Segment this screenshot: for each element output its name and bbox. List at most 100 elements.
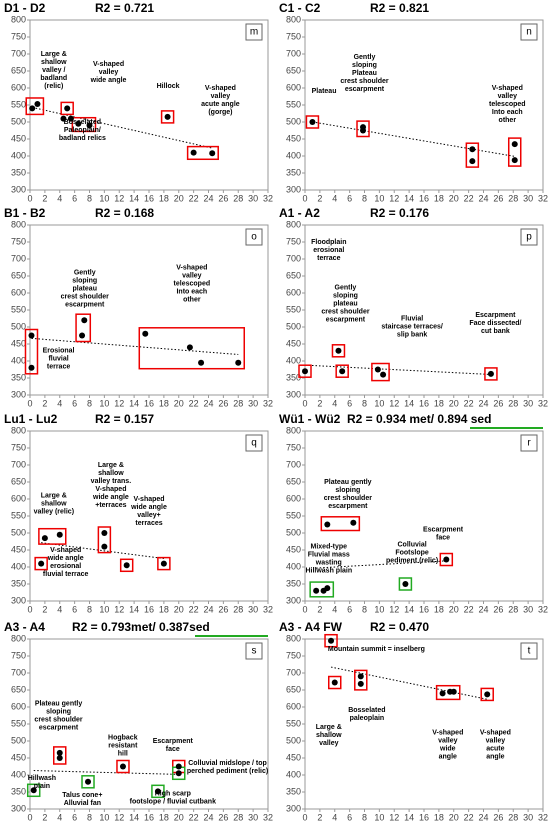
group-box — [75, 313, 92, 343]
annotation: Hillwash plain — [305, 567, 352, 574]
point — [302, 368, 308, 375]
x-tick-label: 0 — [302, 812, 307, 822]
panel-box — [520, 434, 538, 452]
point — [34, 100, 41, 107]
point — [487, 370, 494, 377]
annotation: valley — [182, 272, 202, 279]
group-box — [484, 367, 498, 381]
x-tick-label: 16 — [419, 193, 429, 203]
group-box — [324, 633, 338, 648]
annotation: sloping — [333, 293, 358, 300]
y-tick-label: 750 — [286, 31, 301, 41]
x-tick-label: 30 — [248, 812, 258, 822]
x-tick-label: 10 — [374, 604, 384, 614]
point — [328, 637, 335, 644]
y-tick-label: 700 — [11, 459, 26, 469]
point — [331, 679, 338, 686]
annotation: pediment (relic) — [386, 558, 438, 565]
point — [86, 122, 93, 129]
annotation: Plateau gently — [324, 479, 372, 486]
annotation: V-shaped — [492, 85, 523, 92]
annotation: V-shaped — [50, 547, 81, 554]
annotation: valley / — [42, 67, 65, 74]
annotation: Mixed-type — [311, 543, 348, 550]
annotation: face — [166, 746, 180, 753]
y-tick-label: 550 — [286, 304, 301, 314]
annotation: V-shaped — [95, 486, 126, 493]
annotation: shallow — [316, 732, 342, 739]
group-box — [24, 328, 39, 375]
x-tick-label: 24 — [203, 812, 213, 822]
panel-label: q — [251, 438, 257, 449]
y-tick-label: 550 — [286, 718, 301, 728]
point — [360, 127, 367, 134]
group-box — [138, 327, 245, 370]
x-tick-label: 2 — [42, 812, 47, 822]
x-tick-label: 22 — [464, 193, 474, 203]
chart-title: Lu1 - Lu2 — [4, 412, 58, 426]
annotation: High scarp — [155, 791, 191, 798]
x-tick-label: 12 — [389, 398, 399, 408]
y-tick-label: 800 — [286, 14, 301, 24]
x-tick-label: 6 — [72, 398, 77, 408]
y-tick-label: 550 — [286, 99, 301, 109]
y-tick-label: 300 — [286, 595, 301, 605]
annotation: wide angle — [92, 494, 129, 501]
group-box — [60, 101, 74, 116]
x-tick-label: 6 — [72, 604, 77, 614]
x-tick-label: 12 — [389, 193, 399, 203]
group-box — [97, 526, 112, 554]
annotation: wasting — [315, 559, 342, 566]
y-tick-label: 500 — [286, 527, 301, 537]
chart-title: A3 - A4 FW — [279, 620, 343, 634]
annotation: crest shoulder — [340, 78, 389, 85]
x-tick-label: 26 — [218, 398, 228, 408]
group-box — [71, 116, 97, 133]
x-tick-label: 2 — [42, 604, 47, 614]
point — [309, 119, 316, 125]
x-tick-label: 18 — [159, 398, 169, 408]
annotation: V-shaped — [205, 85, 236, 92]
y-tick-label: 450 — [286, 752, 301, 762]
group-box — [119, 558, 134, 573]
x-tick-label: 18 — [159, 604, 169, 614]
group-box — [81, 775, 95, 789]
annotation: erosional — [50, 563, 81, 570]
y-tick-label: 600 — [11, 493, 26, 503]
point — [56, 749, 63, 756]
x-tick-label: 26 — [218, 812, 228, 822]
y-tick-label: 500 — [286, 321, 301, 331]
x-tick-label: 10 — [99, 193, 109, 203]
x-tick-label: 20 — [449, 812, 459, 822]
x-tick-label: 4 — [332, 604, 337, 614]
x-tick-label: 26 — [493, 398, 503, 408]
r2-label: R2 = 0.176 — [370, 206, 429, 220]
point — [374, 366, 381, 373]
annotation: Into each — [492, 109, 523, 116]
panel-label: t — [528, 646, 531, 657]
y-tick-label: 600 — [286, 493, 301, 503]
annotation: Escarpment — [153, 738, 194, 745]
x-tick-label: 14 — [404, 398, 414, 408]
annotation: wide angle — [47, 555, 84, 562]
panel-label: o — [251, 232, 257, 243]
annotation: telescoped — [489, 101, 526, 108]
x-tick-label: 4 — [57, 193, 62, 203]
x-tick-label: 16 — [419, 398, 429, 408]
x-tick-label: 18 — [159, 812, 169, 822]
x-tick-label: 22 — [464, 604, 474, 614]
y-tick-label: 500 — [11, 735, 26, 745]
x-tick-label: 24 — [478, 604, 488, 614]
x-tick-label: 14 — [404, 812, 414, 822]
annotation: Colluvial — [398, 542, 427, 549]
annotation: Gently — [335, 285, 357, 292]
group-box — [331, 344, 346, 358]
group-box — [53, 746, 67, 765]
annotation: Floodplain — [311, 239, 346, 246]
x-tick-label: 10 — [99, 398, 109, 408]
point — [164, 113, 171, 120]
annotation: escarpment — [65, 301, 105, 308]
y-tick-label: 350 — [286, 578, 301, 588]
x-tick-label: 12 — [389, 812, 399, 822]
